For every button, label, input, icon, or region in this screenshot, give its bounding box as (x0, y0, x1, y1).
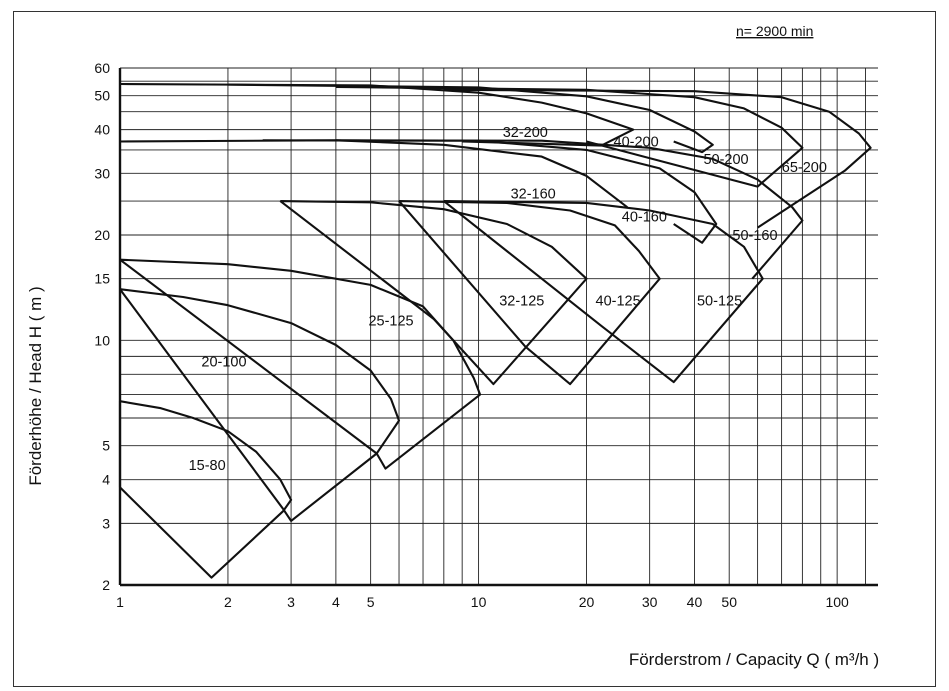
y-tick-label: 20 (94, 227, 110, 243)
curve-label-15-80: 15-80 (189, 458, 226, 474)
y-tick-label: 60 (94, 60, 110, 76)
pump-curve-40-125 (398, 200, 661, 386)
x-tick-label: 5 (367, 594, 375, 610)
curve-label-65-200: 65-200 (782, 160, 827, 176)
grid (119, 67, 878, 586)
x-axis-label: Förderstrom / Capacity Q ( m³/h ) (629, 650, 879, 669)
curve-label-50-160: 50-160 (732, 228, 777, 244)
curve-label-25-125: 25-125 (368, 313, 413, 329)
curve-label-20-100: 20-100 (201, 355, 246, 371)
speed-annotation: n= 2900 min (736, 23, 813, 39)
pump-curve-32-125 (279, 200, 588, 386)
pump-curve-25-125 (119, 258, 482, 470)
x-tick-label: 10 (471, 594, 487, 610)
curve-label-40-160: 40-160 (622, 209, 667, 225)
curve-label-32-200: 32-200 (503, 125, 548, 141)
pump-curve-20-100 (119, 288, 401, 522)
x-tick-label: 100 (825, 594, 849, 610)
x-tick-label: 2 (224, 594, 232, 610)
curve-label-50-125: 50-125 (697, 293, 742, 309)
chart-frame: 1 2 3 4 5 10 20 30 40 50 100 2 3 4 5 10 15 20 30 40 50 60 15… (13, 11, 936, 687)
y-tick-label: 5 (102, 438, 110, 454)
x-tick-label: 1 (116, 594, 124, 610)
y-tick-label: 3 (102, 515, 110, 531)
x-tick-labels: 1 2 3 4 5 10 20 30 40 50 100 (116, 594, 849, 610)
curve-label-40-125: 40-125 (596, 293, 641, 309)
pump-curve-50-200 (335, 85, 804, 188)
curve-label-50-200: 50-200 (703, 152, 748, 168)
x-tick-label: 4 (332, 594, 340, 610)
pump-curves (118, 82, 872, 579)
y-tick-label: 15 (94, 271, 110, 287)
curve-label-40-200: 40-200 (614, 134, 659, 150)
x-tick-label: 40 (687, 594, 703, 610)
pump-curve-15-80 (118, 400, 293, 579)
x-tick-label: 50 (721, 594, 737, 610)
y-tick-label: 40 (94, 122, 110, 138)
y-tick-label: 10 (94, 332, 110, 348)
y-tick-label: 30 (94, 165, 110, 181)
curve-label-32-160: 32-160 (511, 186, 556, 202)
axes (118, 68, 878, 587)
x-tick-label: 30 (642, 594, 658, 610)
y-tick-label: 4 (102, 472, 110, 488)
pump-curve-50-160 (335, 139, 804, 280)
y-tick-label: 2 (102, 577, 110, 593)
x-tick-label: 20 (579, 594, 595, 610)
curve-label-32-125: 32-125 (499, 293, 544, 309)
y-tick-label: 50 (94, 88, 110, 104)
pump-curve-65-200 (443, 88, 872, 229)
curve-labels: 15-80 20-100 25-125 32-125 40-125 50-125 32-16… (189, 125, 827, 474)
pump-curve-50-125 (443, 200, 764, 384)
pump-curve-40-160 (262, 139, 718, 244)
y-tick-labels: 2 3 4 5 10 15 20 30 40 50 60 (94, 60, 110, 593)
x-tick-label: 3 (287, 594, 295, 610)
y-axis-label: Förderhöhe / Head H ( m ) (26, 286, 45, 485)
